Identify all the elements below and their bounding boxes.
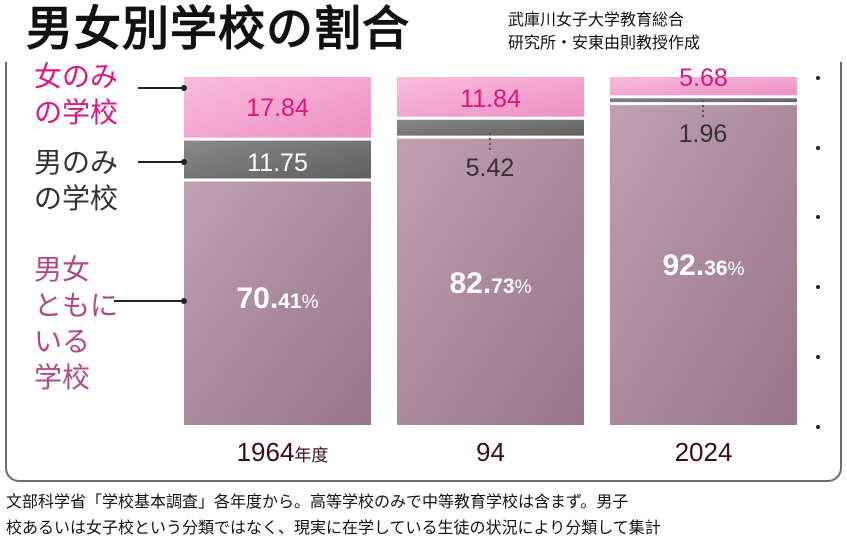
legend-dot-coed xyxy=(181,298,187,304)
chart-title: 男女別学校の割合 xyxy=(26,2,410,57)
axis-dot-4 xyxy=(816,285,820,289)
source-line-1: 武庫川女子大学教育総合 xyxy=(508,10,685,29)
legend-label-girls-line-2: の学校 xyxy=(34,96,118,129)
legend-label-coed-line-2: ともに xyxy=(34,289,118,322)
legend-label-coed-line-1: 男女 xyxy=(34,253,90,286)
legend-dot-girls xyxy=(181,85,187,91)
axis-dot-2 xyxy=(816,146,820,150)
axis-dot-3 xyxy=(816,215,820,219)
year-label-1964: 1964年度 xyxy=(237,437,329,467)
value-label-girls-2024: 5.68 xyxy=(679,64,728,92)
year-label-2024: 2024 xyxy=(675,437,733,467)
value-label-girls-94: 11.84 xyxy=(460,85,521,113)
footnote-line-1: 文部科学省「学校基本調査」各年度から。高等学校のみで中等教育学校は含まず。男子 xyxy=(6,492,629,511)
bar-girls-94 xyxy=(397,77,584,119)
footnote: 文部科学省「学校基本調査」各年度から。高等学校のみで中等教育学校は含まず。男子 … xyxy=(6,489,661,541)
value-label-girls-1964: 17.84 xyxy=(246,94,309,122)
source-line-2: 研究所・安東由則教授作成 xyxy=(508,33,701,52)
bar-coed-2024 xyxy=(610,103,797,426)
axis-dot-5 xyxy=(816,355,820,359)
bar-girls-1964 xyxy=(184,77,371,140)
legend-label-coed-line-3: いる xyxy=(34,325,90,358)
value-label-coed-2024: 92.36% xyxy=(663,249,745,282)
axis-dot-6 xyxy=(816,425,820,429)
bar-coed-94 xyxy=(397,137,584,425)
value-label-boys-2024: 1.96 xyxy=(679,120,728,148)
source-note: 武庫川女子大学教育総合 研究所・安東由則教授作成 xyxy=(508,8,700,54)
value-label-coed-94: 82.73% xyxy=(450,267,532,300)
footnote-line-2: 校あるいは女子校という分類ではなく、現実に在学している生徒の状況により分類して集… xyxy=(6,518,661,537)
stacked-bar-chart: 70.41% 82.73% 92.36% 17.84 11.84 5.68 11.75 5.4… xyxy=(34,60,820,467)
bar-coed-1964 xyxy=(184,179,371,425)
year-label-94: 94 xyxy=(476,437,505,467)
legend-label-girls-line-1: 女のみ xyxy=(34,60,118,93)
bar-girls-2024 xyxy=(610,77,797,97)
bar-boys-1964 xyxy=(184,139,371,180)
legend-label-coed-line-4: 学校 xyxy=(34,361,90,394)
legend-label-boys-line-1: 男のみ xyxy=(34,146,118,179)
value-label-coed-1964: 70.41% xyxy=(237,282,319,315)
value-label-boys-94: 5.42 xyxy=(466,154,515,182)
axis-dot-1 xyxy=(816,76,820,80)
legend-dot-boys xyxy=(181,159,187,165)
bar-boys-94 xyxy=(397,118,584,138)
legend-label-boys-line-2: の学校 xyxy=(34,182,118,215)
value-label-boys-1964: 11.75 xyxy=(247,149,308,177)
